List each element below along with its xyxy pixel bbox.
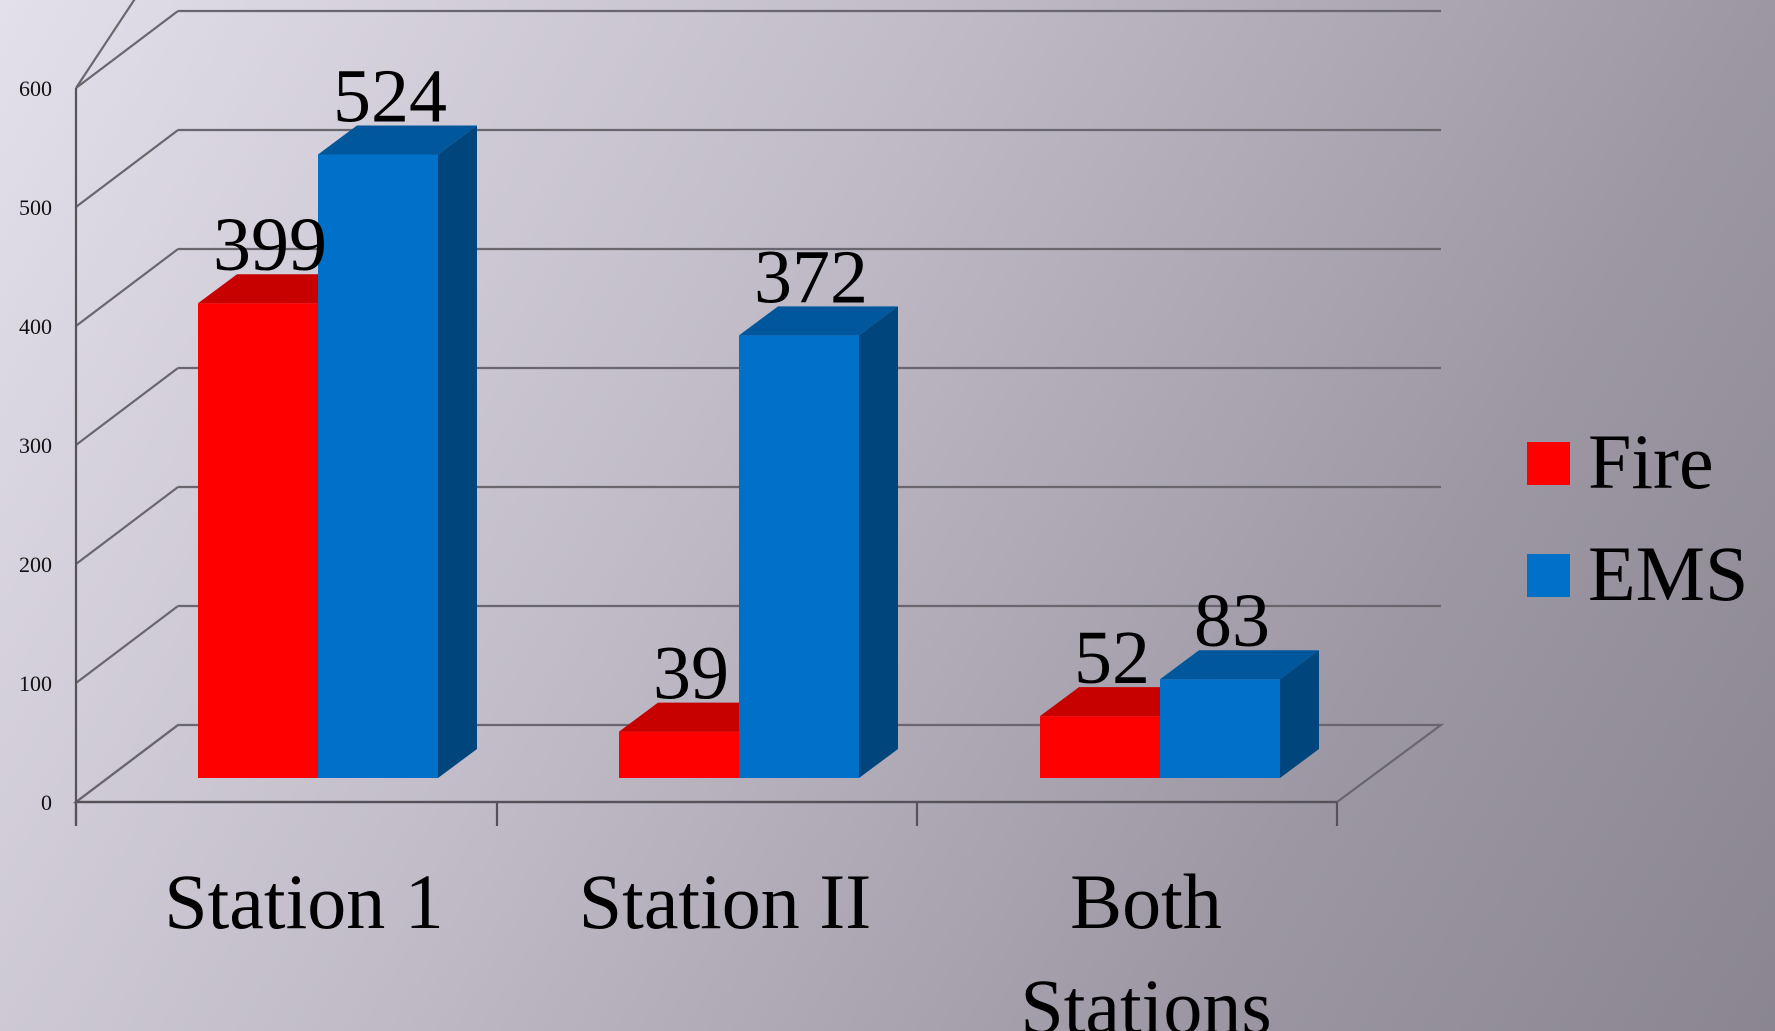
y-axis-ticks: 0 100 200 300 400 500 600 (19, 76, 52, 815)
bar-ems (1160, 650, 1319, 778)
bar-front (619, 731, 739, 778)
bar-side (1280, 650, 1319, 778)
data-label: 372 (754, 235, 868, 319)
x-axis-labels: Station 1 Station II Both Stations (164, 858, 1271, 1031)
legend: Fire EMS (1527, 418, 1748, 617)
bar-ems (739, 306, 898, 778)
data-label: 83 (1194, 579, 1270, 663)
y-tick-label: 400 (19, 314, 52, 339)
bar-front (1040, 716, 1160, 778)
bar-front (1160, 679, 1280, 778)
y-tick-label: 200 (19, 552, 52, 577)
gridline-diagonal (75, 605, 179, 684)
gridline-diagonal (75, 367, 179, 446)
bar-front (739, 335, 859, 778)
x-axis-label: Both (1070, 858, 1222, 945)
x-axis-label: Station II (579, 858, 871, 945)
gridline-diagonal (75, 248, 179, 327)
data-label: 524 (333, 54, 447, 138)
y-tick-label: 100 (19, 671, 52, 696)
bar-front (198, 303, 318, 778)
bar-top (619, 702, 778, 732)
legend-label-ems: EMS (1588, 530, 1748, 617)
legend-swatch-ems (1527, 554, 1570, 597)
bar-side (438, 125, 477, 778)
y-tick-label: 500 (19, 195, 52, 220)
gridline-diagonal (75, 486, 179, 565)
legend-label-fire: Fire (1588, 418, 1714, 505)
bar-front (318, 154, 438, 778)
y-tick-label: 0 (41, 790, 52, 815)
bar-side (859, 306, 898, 778)
gridline-top-diagonal (75, 0, 136, 89)
bar-top (1160, 650, 1319, 680)
bar-top (1040, 687, 1199, 717)
x-axis-label: Station 1 (164, 858, 444, 945)
gridline-diagonal (75, 10, 179, 89)
data-label: 39 (653, 632, 729, 716)
data-label: 399 (213, 203, 327, 287)
y-tick-label: 300 (19, 433, 52, 458)
bar-top (318, 125, 477, 155)
gridline-diagonal (75, 129, 179, 208)
legend-swatch-fire (1527, 442, 1570, 485)
bar-ems (318, 125, 477, 778)
y-tick-label: 600 (19, 76, 52, 101)
bar-top (198, 274, 357, 304)
bar-top (739, 306, 898, 336)
bars (198, 125, 1319, 778)
data-label: 52 (1074, 616, 1150, 700)
x-axis-label: Stations (1020, 963, 1271, 1031)
